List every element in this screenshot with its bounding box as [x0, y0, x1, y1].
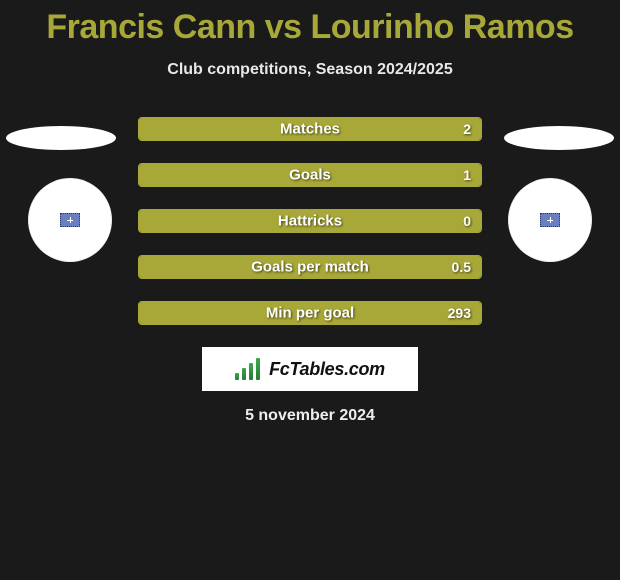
stat-label: Hattricks — [278, 213, 342, 230]
stat-row: Goals 1 — [138, 163, 482, 187]
stat-label: Goals — [289, 167, 331, 184]
brand-text: FcTables.com — [269, 359, 385, 380]
stat-value: 0.5 — [452, 259, 471, 275]
date-text: 5 november 2024 — [0, 407, 620, 425]
stat-row: Goals per match 0.5 — [138, 255, 482, 279]
page-title: Francis Cann vs Lourinho Ramos — [0, 8, 620, 47]
stat-row: Hattricks 0 — [138, 209, 482, 233]
stat-row: Matches 2 — [138, 117, 482, 141]
stat-value: 0 — [463, 213, 471, 229]
header: Francis Cann vs Lourinho Ramos Club comp… — [0, 0, 620, 79]
stat-row: Min per goal 293 — [138, 301, 482, 325]
footer: FcTables.com 5 november 2024 — [0, 347, 620, 425]
stat-label: Min per goal — [266, 305, 354, 322]
stat-value: 1 — [463, 167, 471, 183]
page-subtitle: Club competitions, Season 2024/2025 — [0, 61, 620, 79]
stat-value: 2 — [463, 121, 471, 137]
comparison-chart: Matches 2 Goals 1 Hattricks 0 Goals per match 0… — [0, 117, 620, 325]
stat-label: Matches — [280, 121, 340, 138]
bars-icon — [235, 358, 263, 380]
brand-logo[interactable]: FcTables.com — [202, 347, 418, 391]
stat-label: Goals per match — [251, 259, 369, 276]
stat-value: 293 — [448, 305, 471, 321]
